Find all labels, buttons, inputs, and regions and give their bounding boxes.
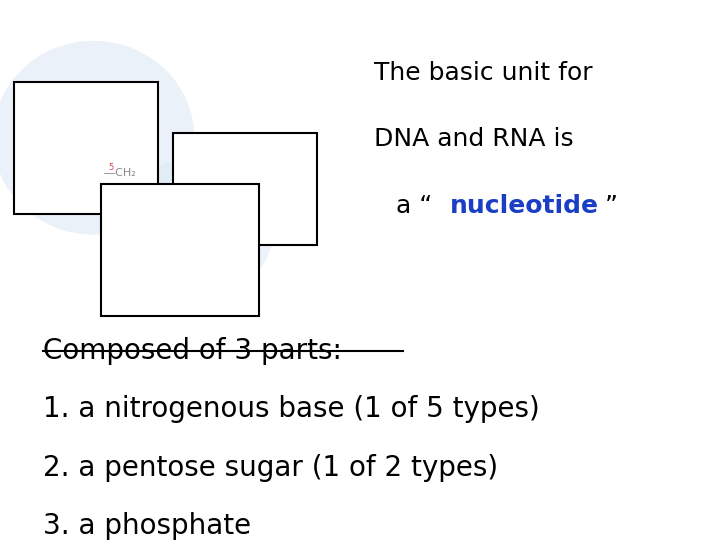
Text: a “: a “ — [396, 194, 432, 218]
Text: DNA and RNA is: DNA and RNA is — [374, 127, 574, 152]
Text: ”: ” — [605, 194, 618, 218]
Text: 5: 5 — [108, 163, 113, 172]
Bar — [173, 133, 317, 245]
Text: 1. a nitrogenous base (1 of 5 types): 1. a nitrogenous base (1 of 5 types) — [43, 395, 540, 423]
Text: Composed of 3 parts:: Composed of 3 parts: — [43, 336, 342, 365]
Text: nucleotide: nucleotide — [450, 194, 599, 218]
Bar — [14, 82, 158, 214]
Text: 2. a pentose sugar (1 of 2 types): 2. a pentose sugar (1 of 2 types) — [43, 454, 498, 482]
Text: ―CH₂: ―CH₂ — [104, 168, 136, 179]
Ellipse shape — [0, 41, 194, 234]
Ellipse shape — [115, 158, 274, 301]
Text: 3. a phosphate: 3. a phosphate — [43, 512, 251, 540]
Bar — [101, 184, 259, 316]
Text: The basic unit for: The basic unit for — [374, 61, 593, 85]
